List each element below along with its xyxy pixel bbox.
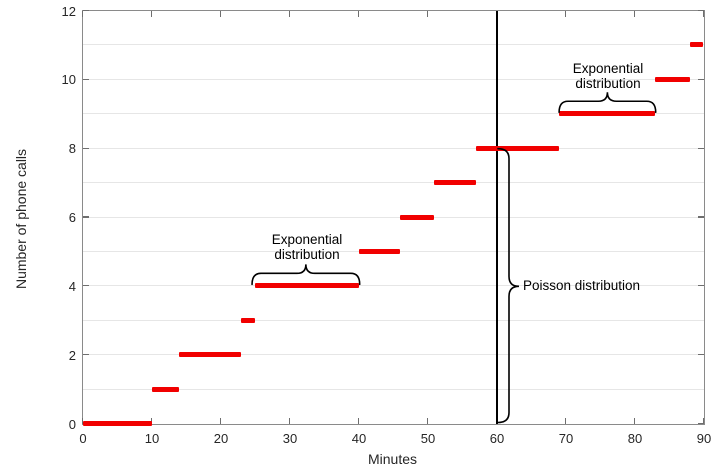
y-tick-right-0	[697, 422, 704, 425]
gridline-y-7	[82, 182, 704, 184]
x-tick-label-10: 10	[144, 431, 160, 446]
step-segment-count-9	[558, 111, 656, 117]
y-tick-left-8	[82, 147, 89, 149]
gridline-y-10	[82, 78, 704, 80]
x-tick-label-90: 90	[696, 431, 712, 446]
step-segment-count-6	[399, 214, 435, 220]
x-tick-top-10	[150, 10, 153, 17]
gridline-y-1	[82, 388, 704, 390]
x-tick-bottom-20	[219, 417, 222, 424]
gridline-y-3	[82, 319, 704, 321]
annotation-text-line: distribution	[575, 76, 641, 91]
annotation-text-line: Exponential	[271, 232, 343, 247]
x-axis-label: Minutes	[367, 451, 418, 467]
gridline-y-2	[82, 354, 704, 356]
x-tick-top-20	[219, 10, 222, 17]
annotation-exponential-distribution-lower: Exponential distribution	[237, 232, 377, 262]
plot-area	[81, 9, 705, 426]
x-tick-top-90	[702, 10, 705, 17]
step-segment-count-11	[689, 42, 704, 48]
x-tick-bottom-80	[633, 417, 636, 424]
x-tick-bottom-30	[288, 417, 291, 424]
gridline-y-4	[82, 285, 704, 287]
y-tick-right-8	[697, 147, 704, 149]
y-tick-label-8: 8	[68, 141, 76, 157]
y-tick-left-2	[82, 354, 89, 356]
x-tick-label-0: 0	[79, 431, 87, 446]
annotation-text-line: distribution	[274, 247, 340, 262]
x-tick-top-40	[357, 10, 360, 17]
y-tick-label-0: 0	[68, 416, 76, 432]
y-tick-left-4	[82, 285, 89, 287]
poisson-cutoff-vline	[495, 10, 498, 424]
annotation-exponential-distribution-upper: Exponential distribution	[538, 61, 678, 91]
y-tick-right-6	[697, 216, 704, 218]
annotation-text-line: Exponential	[572, 61, 644, 76]
annotation-poisson-distribution: Poisson distribution	[523, 278, 641, 293]
x-tick-label-50: 50	[420, 431, 436, 446]
gridline-y-6	[82, 216, 704, 218]
x-tick-label-60: 60	[489, 431, 505, 446]
step-segment-count-7	[434, 180, 476, 186]
y-tick-left-6	[82, 216, 89, 218]
y-tick-right-12	[697, 9, 704, 12]
y-tick-label-6: 6	[68, 210, 76, 225]
y-tick-label-12: 12	[61, 3, 76, 19]
x-tick-bottom-40	[357, 417, 360, 424]
step-segment-count-2	[179, 352, 242, 358]
step-segment-count-1	[151, 386, 180, 392]
x-tick-label-30: 30	[282, 431, 298, 446]
x-tick-top-50	[426, 10, 429, 17]
x-tick-top-70	[564, 10, 567, 17]
x-tick-label-70: 70	[558, 431, 574, 446]
y-tick-right-2	[697, 354, 704, 356]
y-tick-label-2: 2	[68, 347, 76, 363]
gridline-y-9	[82, 113, 704, 115]
x-tick-bottom-50	[426, 417, 429, 424]
x-tick-label-20: 20	[213, 431, 229, 446]
x-tick-label-40: 40	[351, 431, 367, 446]
x-tick-bottom-70	[564, 417, 567, 424]
y-tick-right-4	[697, 285, 704, 287]
y-tick-right-10	[697, 78, 704, 80]
step-segment-count-8	[475, 145, 559, 151]
step-segment-count-0	[82, 421, 152, 426]
x-tick-top-80	[633, 10, 636, 17]
gridline-y-11	[82, 44, 704, 46]
gridline-y-8	[82, 147, 704, 149]
y-tick-label-4: 4	[68, 278, 76, 294]
x-tick-top-30	[288, 10, 291, 17]
step-segment-count-10	[655, 76, 690, 82]
x-tick-bottom-10	[150, 417, 153, 424]
step-segment-count-3	[241, 317, 255, 323]
y-tick-label-10: 10	[61, 72, 76, 88]
y-tick-left-12	[82, 9, 89, 12]
x-tick-label-80: 80	[627, 431, 643, 446]
x-tick-top-0	[81, 10, 84, 17]
x-tick-bottom-0	[81, 417, 84, 424]
step-segment-count-5	[358, 248, 400, 254]
x-tick-bottom-90	[702, 417, 705, 424]
step-segment-count-4	[255, 283, 359, 289]
y-tick-left-10	[82, 78, 89, 80]
